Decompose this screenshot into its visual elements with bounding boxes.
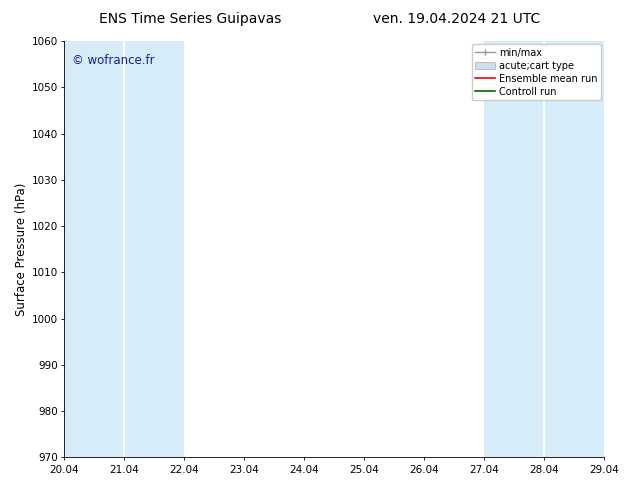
Y-axis label: Surface Pressure (hPa): Surface Pressure (hPa) [15, 182, 28, 316]
Text: ENS Time Series Guipavas: ENS Time Series Guipavas [99, 12, 281, 26]
Bar [64, 41, 184, 457]
Text: ven. 19.04.2024 21 UTC: ven. 19.04.2024 21 UTC [373, 12, 540, 26]
Legend: min/max, acute;cart type, Ensemble mean run, Controll run: min/max, acute;cart type, Ensemble mean … [472, 44, 601, 100]
Text: © wofrance.fr: © wofrance.fr [72, 53, 155, 67]
Bar [484, 41, 604, 457]
